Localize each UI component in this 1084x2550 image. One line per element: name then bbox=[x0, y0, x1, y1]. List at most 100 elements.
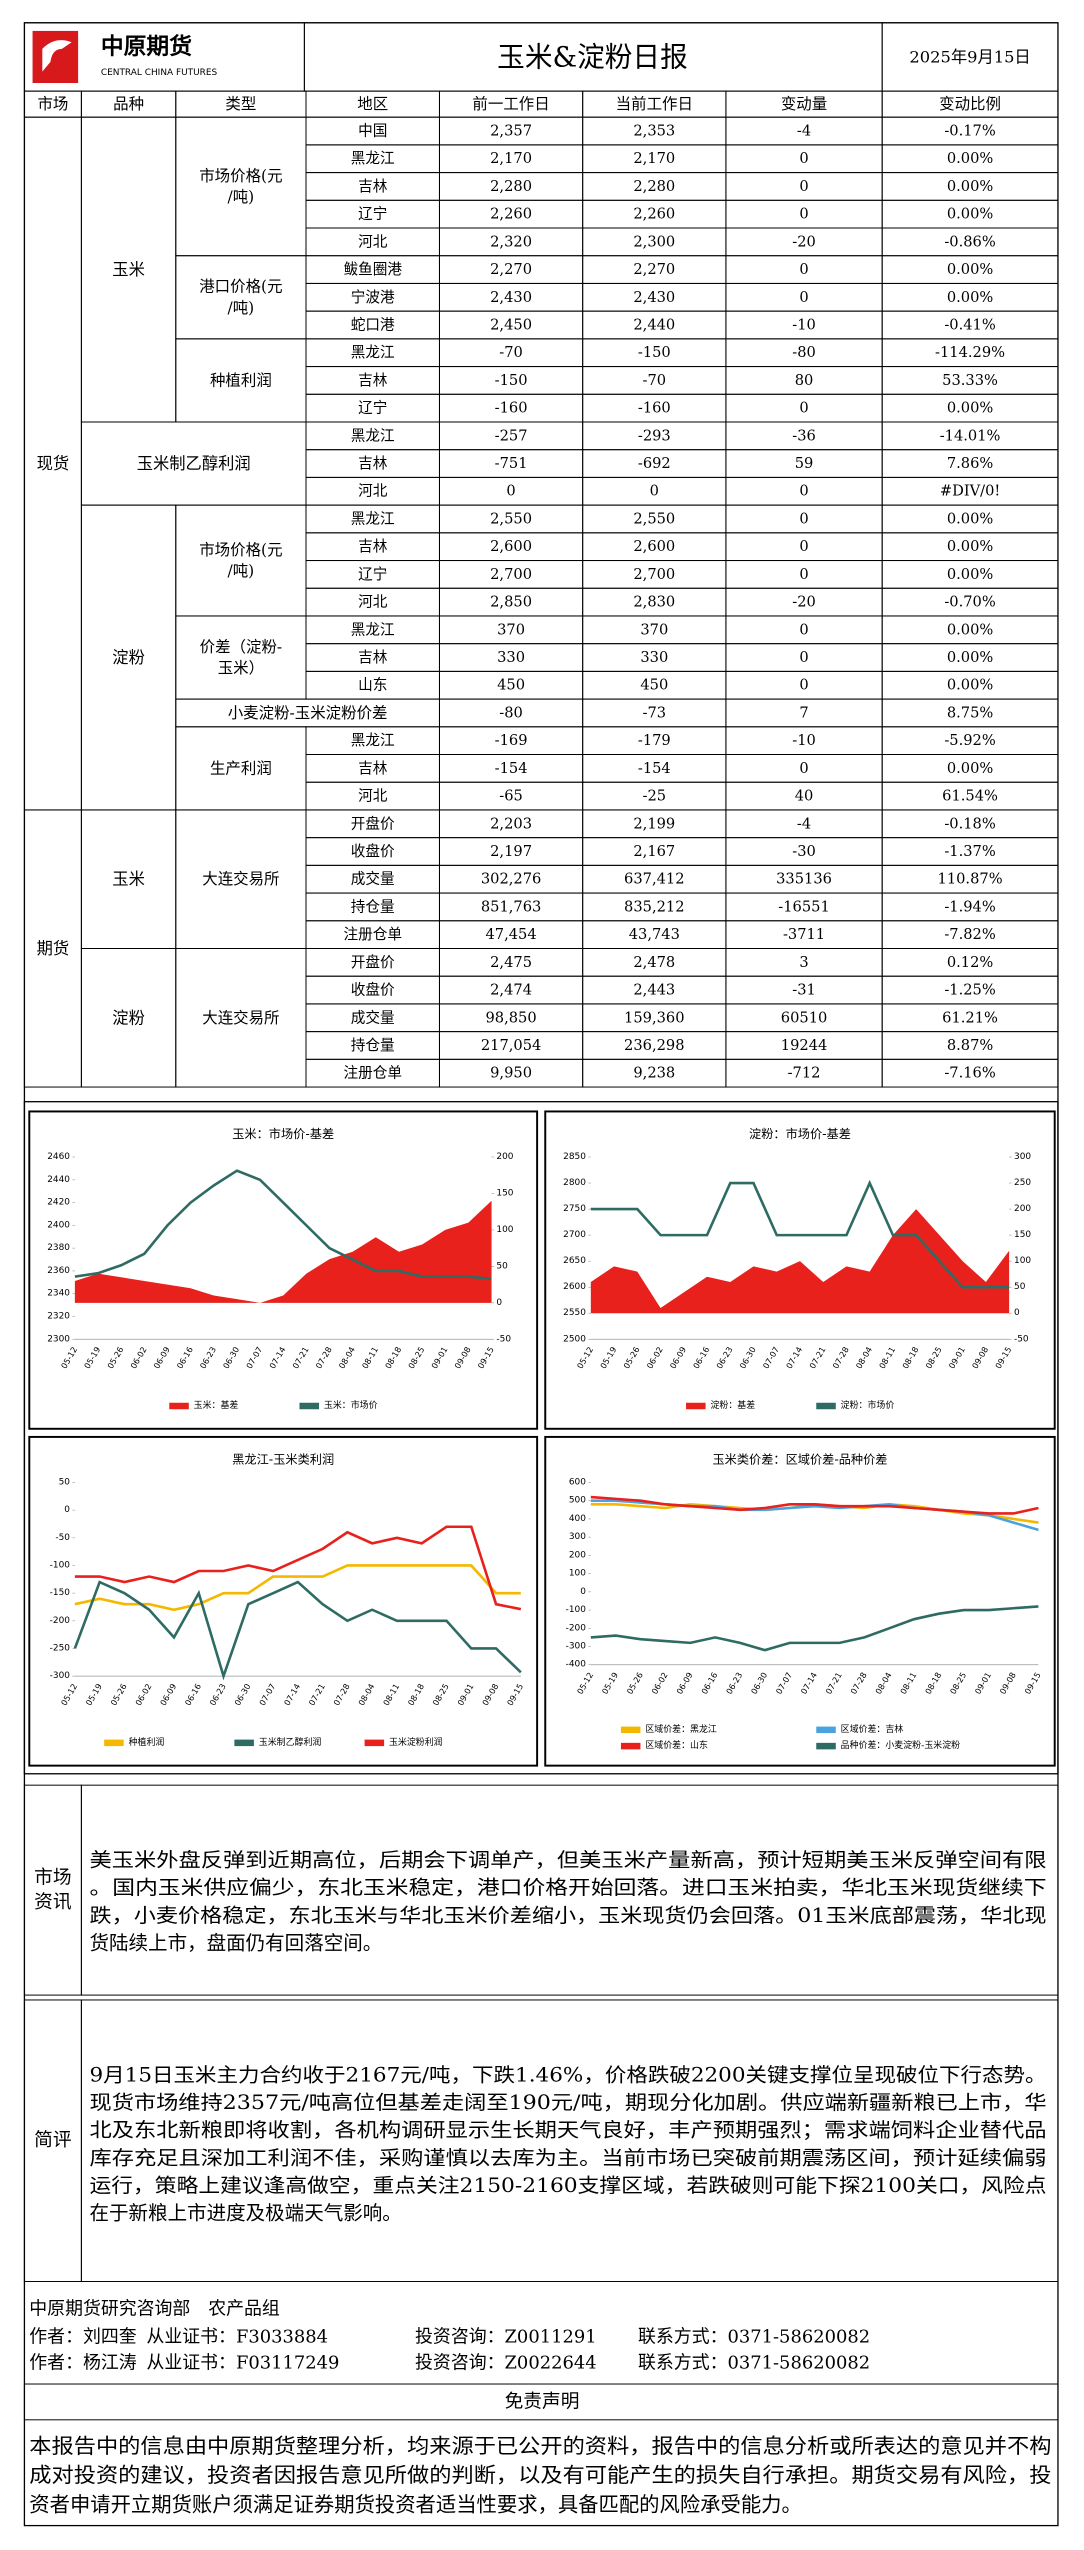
region: 收盘价 bbox=[351, 842, 395, 860]
type-label: 玉米） bbox=[218, 659, 264, 677]
y2-tick-label: -50 bbox=[496, 1334, 511, 1344]
cell-value: 0.12% bbox=[947, 954, 994, 971]
section-line: 跌，小麦价格稳定，东北玉米与华北玉米价差缩小，玉米现货仍会回落。01玉米底部震荡… bbox=[90, 1904, 1047, 1927]
cell-value: 2,357 bbox=[490, 123, 532, 140]
y-tick-label: 2650 bbox=[563, 1256, 586, 1266]
line bbox=[74, 1169, 492, 1281]
cell-value: 53.33% bbox=[942, 372, 998, 389]
cell-value: 2,353 bbox=[633, 123, 675, 140]
y2-tick-label: 150 bbox=[496, 1188, 513, 1198]
cell-value: 7 bbox=[799, 704, 808, 721]
section-line: 货陆续上市，盘面仍有回落空间。 bbox=[90, 1932, 383, 1955]
cell-value: -160 bbox=[495, 400, 528, 417]
y-tick-label: 2460 bbox=[47, 1152, 70, 1162]
cell-value: 302,276 bbox=[481, 871, 541, 888]
cell-value: -0.18% bbox=[944, 815, 996, 832]
section-text-cell bbox=[80, 1784, 1059, 1996]
variety-label: 玉米制乙醇利润 bbox=[137, 454, 251, 473]
cell-value: 2,270 bbox=[490, 261, 532, 278]
region: 黑龙江 bbox=[351, 427, 395, 444]
chart-panel bbox=[23, 1101, 1059, 1775]
y2-tick-label: 250 bbox=[1014, 1178, 1031, 1188]
region: 黑龙江 bbox=[351, 150, 395, 167]
cell-value: -5.92% bbox=[944, 732, 996, 749]
section-line: 。国内玉米供应偏少，东北玉米稳定，港口价格开始回落。进口玉米拍卖，华北玉米现货继… bbox=[90, 1876, 1047, 1899]
cell-value: 2,550 bbox=[490, 510, 532, 527]
cell-value: 330 bbox=[497, 649, 525, 666]
cell-value: 330 bbox=[640, 649, 668, 666]
legend-label: 区域价差：吉林 bbox=[841, 1723, 904, 1735]
line bbox=[74, 1564, 521, 1612]
cell-value: 2,550 bbox=[633, 510, 675, 527]
region: 黑龙江 bbox=[351, 344, 395, 361]
type-label: 种植利润 bbox=[210, 371, 272, 389]
y-tick-label: 2550 bbox=[563, 1308, 586, 1318]
cell-value: -0.17% bbox=[944, 123, 996, 140]
market-cell bbox=[23, 809, 82, 1088]
cell-value: -70 bbox=[499, 344, 523, 361]
region: 吉林 bbox=[358, 178, 388, 195]
contact-field: 作者：杨江涛 bbox=[29, 2352, 136, 2373]
line bbox=[73, 1580, 522, 1681]
cell-value: -7.16% bbox=[944, 1065, 996, 1082]
cell-value: -0.70% bbox=[944, 594, 996, 611]
region: 河北 bbox=[358, 594, 388, 611]
type-label: /吨) bbox=[228, 299, 255, 317]
cell-value: 0 bbox=[799, 261, 808, 278]
cell-value: 370 bbox=[497, 621, 525, 638]
region: 注册仓单 bbox=[343, 1065, 402, 1082]
commentary: 市场资讯美玉米外盘反弹到近期高位，后期会下调单产，但美玉米产量新高，预计短期美玉… bbox=[23, 1784, 1059, 2516]
region: 蛇口港 bbox=[351, 316, 395, 333]
cell-value: -712 bbox=[788, 1065, 821, 1082]
type-label: 大连交易所 bbox=[202, 1009, 279, 1027]
region: 吉林 bbox=[358, 649, 388, 666]
cell-value: 8.75% bbox=[947, 704, 994, 721]
region: 河北 bbox=[358, 233, 388, 250]
type-label: 小麦淀粉-玉米淀粉价差 bbox=[228, 704, 388, 722]
chart-title: 玉米：市场价-基差 bbox=[232, 1126, 334, 1141]
value-cell bbox=[881, 1058, 1059, 1088]
cell-value: 2,830 bbox=[633, 594, 675, 611]
y2-tick-label: 100 bbox=[1014, 1256, 1031, 1266]
region: 鲅鱼圈港 bbox=[343, 260, 402, 278]
y-tick-label: 2750 bbox=[563, 1204, 586, 1214]
y-tick-label: 2340 bbox=[47, 1289, 70, 1299]
cell-value: 0 bbox=[799, 538, 808, 555]
chart-frame bbox=[544, 1435, 1056, 1767]
contact-field: 联系方式：0371-58620082 bbox=[638, 2326, 870, 2347]
cell-value: -3711 bbox=[783, 926, 825, 943]
y-tick-label: 2400 bbox=[47, 1220, 70, 1230]
legend-swatch bbox=[816, 1402, 836, 1410]
cell-value: 0 bbox=[799, 289, 808, 306]
cell-value: -31 bbox=[792, 982, 816, 999]
legend-label: 玉米：基差 bbox=[194, 1399, 239, 1411]
market-label: 现货 bbox=[37, 454, 70, 473]
cell-value: 2,280 bbox=[633, 178, 675, 195]
cell-value: -25 bbox=[643, 788, 667, 805]
cell-value: -179 bbox=[638, 732, 671, 749]
section-line: 9月15日玉米主力合约收于2167元/吨，下跌1.46%，价格跌破2200关键支… bbox=[90, 2063, 1047, 2086]
region: 辽宁 bbox=[358, 400, 387, 417]
y2-tick-label: 150 bbox=[1014, 1230, 1031, 1240]
cell-value: 19244 bbox=[781, 1037, 828, 1054]
cell-value: 0 bbox=[799, 566, 808, 583]
section-line: 现货市场维持2357元/吨高位但基差走阔至190元/吨，期现分化加剧。供应端新疆… bbox=[90, 2091, 1047, 2114]
y-tick-label: 2360 bbox=[47, 1266, 70, 1276]
cell-value: 0 bbox=[799, 483, 808, 500]
cell-value: 0 bbox=[799, 677, 808, 694]
y-tick-label: 600 bbox=[569, 1477, 586, 1487]
legend-label: 品种价差：小麦淀粉-玉米淀粉 bbox=[841, 1739, 960, 1751]
logo-en: CENTRAL CHINA FUTURES bbox=[101, 68, 218, 78]
cell-value: 2,199 bbox=[633, 815, 675, 832]
cell-value: 9,238 bbox=[633, 1065, 675, 1082]
variety-label: 玉米 bbox=[112, 870, 145, 889]
cell-value: -1.94% bbox=[944, 898, 996, 915]
y-tick-label: -250 bbox=[50, 1643, 71, 1653]
column-header: 市场 bbox=[37, 95, 68, 113]
line bbox=[590, 1605, 1039, 1652]
region: 宁波港 bbox=[351, 289, 395, 306]
legend-label: 淀粉：基差 bbox=[710, 1399, 755, 1411]
type-label: /吨) bbox=[228, 188, 255, 206]
cell-value: 61.21% bbox=[942, 1009, 998, 1026]
cell-value: -293 bbox=[638, 427, 671, 444]
